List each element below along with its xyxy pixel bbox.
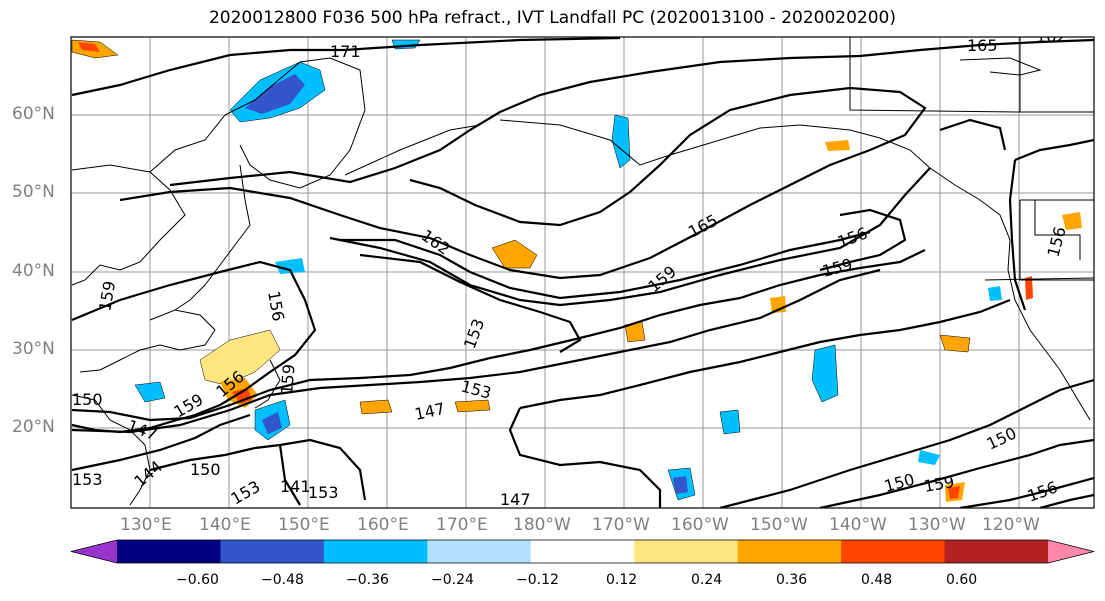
contour-label: 159 [277, 363, 299, 395]
colorbar-tick: 0.36 [776, 572, 808, 588]
contour-label: 165 [967, 36, 998, 55]
gridlines [71, 37, 1094, 508]
colorbar-extension-high [1048, 540, 1094, 563]
lon-label: 130°E [120, 515, 172, 535]
colorbar [70, 539, 1095, 564]
contour-label: 141 [280, 477, 311, 496]
colorbar-tick: −0.12 [516, 572, 559, 588]
colorbar-segment [530, 540, 635, 563]
lat-label: 60°N [12, 104, 55, 124]
lon-label: 140°W [829, 515, 887, 535]
colorbar-tick: 0.48 [861, 572, 893, 588]
lon-label: 160°E [357, 515, 409, 535]
lon-label: 120°W [982, 515, 1040, 535]
colorbar-tick: 0.60 [946, 572, 978, 588]
colorbar-extension-low [71, 540, 117, 563]
height-contours [71, 37, 1094, 508]
colorbar-tick: −0.60 [176, 572, 219, 588]
contour-label: 171 [330, 42, 361, 61]
colorbar-segment [841, 540, 946, 563]
colorbar-segment [944, 540, 1049, 563]
contour-label: 153 [72, 470, 103, 489]
contour-label: 147 [500, 490, 531, 509]
lat-label: 40°N [12, 261, 55, 281]
colorbar-segment [737, 540, 842, 563]
colorbar-segment [117, 540, 221, 563]
contour-label: 162 [1036, 27, 1067, 46]
lat-label: 30°N [12, 339, 55, 359]
contour-label: 153 [308, 483, 339, 502]
contour-label: 150 [190, 460, 221, 479]
colorbar-tick: −0.36 [346, 572, 389, 588]
lon-label: 170°W [592, 515, 650, 535]
colorbar-tick: 0.24 [691, 572, 723, 588]
shaded-patches [71, 39, 1082, 502]
colorbar-segment [427, 540, 532, 563]
lon-label: 140°E [199, 515, 251, 535]
map-frame [70, 36, 1095, 509]
lon-label: 180°W [513, 515, 571, 535]
colorbar-tick: −0.48 [261, 572, 304, 588]
lon-label: 160°W [671, 515, 729, 535]
lon-label: 150°E [278, 515, 330, 535]
lat-label: 50°N [12, 182, 55, 202]
lon-label: 130°W [908, 515, 966, 535]
colorbar-segment [634, 540, 739, 563]
colorbar-tick: −0.24 [431, 572, 474, 588]
colorbar-tick: 0.12 [606, 572, 638, 588]
map-title: 2020012800 F036 500 hPa refract., IVT La… [208, 8, 896, 28]
lat-label: 20°N [12, 417, 55, 437]
contour-label: 150 [72, 390, 103, 409]
colorbar-segment [220, 540, 325, 563]
lon-label: 170°E [436, 515, 488, 535]
lon-label: 150°W [750, 515, 808, 535]
colorbar-segment [323, 540, 428, 563]
colorbar-outline [70, 539, 1095, 564]
